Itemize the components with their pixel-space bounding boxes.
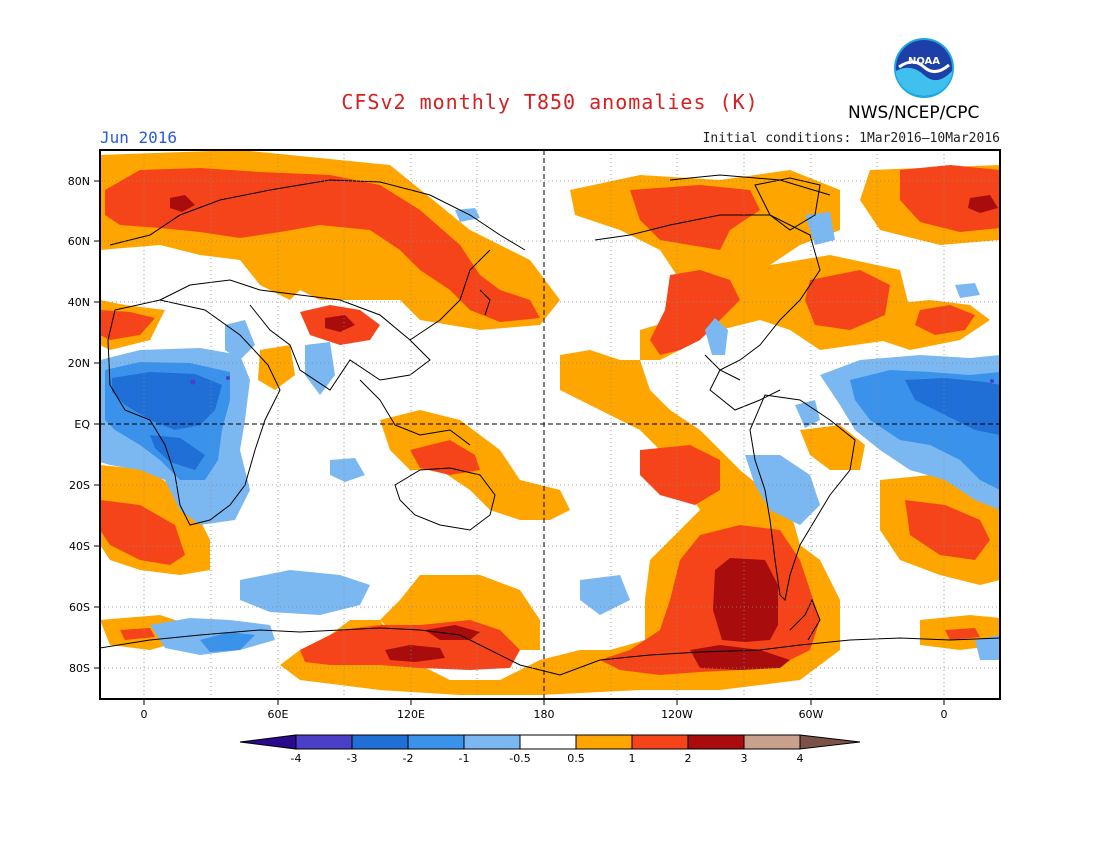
colorbar-bin [351,734,409,750]
colorbar-bin [575,734,633,750]
noaa-logo-text: NOAA [908,56,940,67]
lat-label: 40N [68,296,90,309]
anomaly-negative-strong [112,372,1000,470]
anomaly-fields [100,150,1000,699]
noaa-logo-icon: NOAA [894,38,954,98]
colorbar-tick-label: -4 [291,752,302,765]
lat-label: 60S [69,601,90,614]
colorbar-tick-label: -2 [403,752,414,765]
colorbar-tick-label: 2 [685,752,692,765]
lat-label: 20N [68,357,90,370]
lon-label: 60E [268,708,289,721]
forecast-period: Jun 2016 [100,128,178,147]
lat-label: 80S [69,662,90,675]
lat-label: 40S [69,540,90,553]
colorbar [239,734,861,750]
lon-label: 0 [941,708,948,721]
colorbar-tick-label: -3 [347,752,358,765]
colorbar-bin [463,734,521,750]
colorbar-tick-label: 3 [741,752,748,765]
colorbar-tick-label: 1 [629,752,636,765]
colorbar-labels: -4 -3 -2 -1 -0.5 0.5 1 2 3 4 [291,752,804,765]
coastlines [100,174,1000,676]
colorbar-bin [631,734,689,750]
colorbar-max-arrow [799,734,861,750]
colorbar-min-arrow [239,734,297,750]
colorbar-tick-label: -0.5 [509,752,530,765]
lat-label: 20S [69,479,90,492]
lon-label: 120W [661,708,693,721]
initial-conditions: Initial conditions: 1Mar2016—10Mar2016 [702,131,1000,146]
lat-label: 80N [68,175,90,188]
colorbar-bin [407,734,465,750]
lat-label: 60N [68,235,90,248]
lon-label: 0 [141,708,148,721]
map-title: CFSv2 monthly T850 anomalies (K) [341,90,759,114]
axis-ticks [94,180,945,705]
lat-label: EQ [74,418,90,431]
lon-label: 60W [799,708,824,721]
colorbar-bin [687,734,745,750]
lon-label: 180 [534,708,555,721]
agency-label: NWS/NCEP/CPC [848,103,980,123]
colorbar-bin [295,734,353,750]
colorbar-bin [519,734,577,750]
lon-label: 120E [397,708,425,721]
latitude-labels: 80N 60N 40N 20N EQ 20S 40S 60S 80S [68,175,91,675]
colorbar-bin [743,734,801,750]
colorbar-tick-label: 4 [797,752,804,765]
colorbar-tick-label: 0.5 [567,752,585,765]
anomaly-negative-extreme [190,376,994,385]
longitude-labels: 0 60E 120E 180 120W 60W 0 [141,708,948,721]
colorbar-tick-label: -1 [459,752,470,765]
